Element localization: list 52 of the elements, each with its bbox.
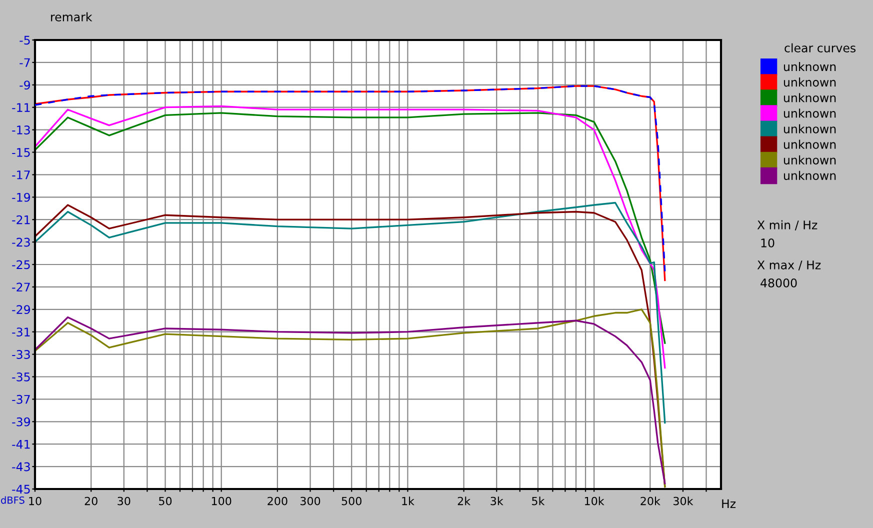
x-tick-label: 10 (29, 496, 42, 506)
x-tick-label: 30k (674, 496, 694, 506)
x-tick-label: 2k (458, 496, 471, 506)
y-tick-label: -19 (12, 192, 30, 202)
x-axis-title: Hz (722, 499, 736, 508)
x-tick-label: 10k (584, 496, 604, 506)
y-tick-label: -39 (12, 417, 30, 426)
y-tick-label: -29 (12, 305, 30, 314)
x-tick-label: 20k (640, 496, 660, 506)
legend-label: unknown (784, 108, 836, 118)
text: 10 (761, 238, 774, 248)
y-tick-label: -13 (12, 126, 30, 134)
y-tick-label: -15 (12, 148, 30, 157)
y-axis-title: dBFS (1, 496, 24, 504)
text: clear curves (784, 43, 856, 52)
x-tick-label: 100 (212, 496, 232, 506)
legend-label: unknown (784, 155, 836, 164)
legend-label: unknown (784, 124, 836, 134)
legend-label: unknown (784, 170, 836, 180)
y-tick-label: -11 (12, 103, 30, 112)
y-tick-label: -17 (12, 170, 30, 180)
y-tick-label: -35 (12, 372, 30, 382)
x-tick-label: 3k (490, 496, 504, 506)
text: X max / Hz (757, 260, 821, 270)
text: X min / Hz (757, 220, 818, 230)
y-tick-label: -5 (20, 36, 30, 45)
y-tick-label: -31 (12, 328, 30, 337)
text: remark (51, 12, 92, 22)
x-tick-label: 30 (118, 496, 130, 506)
y-tick-label: -7 (20, 58, 30, 67)
text: 48000 (760, 278, 797, 288)
y-tick-label: -37 (12, 394, 30, 404)
legend-label: unknown (784, 62, 836, 72)
x-tick-label: 500 (342, 496, 362, 506)
legend-label: unknown (784, 93, 836, 102)
x-tick-label: 50 (159, 496, 172, 506)
y-tick-label: -27 (12, 282, 30, 292)
x-tick-label: 20 (84, 496, 98, 506)
legend-label: unknown (784, 140, 836, 149)
x-tick-label: 1k (402, 496, 414, 506)
y-tick-label: -41 (12, 440, 30, 449)
y-tick-label: -33 (12, 350, 30, 359)
x-tick-label: 5k (532, 496, 545, 506)
y-tick-label: -25 (12, 260, 30, 270)
y-tick-label: -45 (12, 484, 30, 494)
y-tick-label: -9 (20, 80, 30, 90)
y-tick-label: -23 (12, 238, 30, 247)
legend-label: unknown (784, 78, 836, 87)
y-tick-label: -43 (12, 462, 30, 472)
y-tick-label: -21 (12, 215, 30, 224)
x-tick-label: 300 (300, 496, 320, 506)
x-tick-label: 200 (268, 496, 288, 506)
